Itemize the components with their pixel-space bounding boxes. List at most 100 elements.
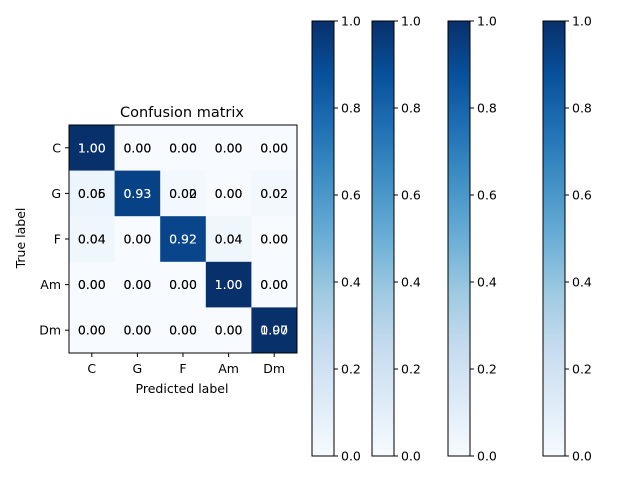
- colorbar-tick-label: 0.6: [401, 188, 421, 203]
- heatmap-cell: [69, 307, 115, 354]
- colorbar-tick-label: 0.8: [401, 101, 421, 116]
- colorbar-tick-label: 0.4: [572, 275, 592, 290]
- colorbar: 0.0 0.2 0.4 0.6 0.8 1.0: [371, 14, 421, 464]
- colorbar-gradient: [447, 20, 471, 457]
- cell-value-label-overlay: 0.00: [215, 323, 243, 338]
- cell-value-label: 0.00: [215, 140, 243, 155]
- cell-value-label-overlay: 0.00: [169, 186, 197, 201]
- heatmap-cell: [205, 170, 252, 217]
- heatmap: 1.00 0.00 0.00 0.00 0.000.05 0.93 0.02 0.00 0.02…: [39, 124, 298, 376]
- cell-value-label-overlay: 1.00: [78, 140, 106, 155]
- colorbar-tick-label: 1.0: [401, 14, 421, 29]
- y-tick-label: Dm: [39, 323, 61, 338]
- colorbar-tick-label: 1.0: [572, 14, 592, 29]
- cell-value-label-overlay: 0.00: [260, 277, 288, 292]
- heatmap-cell: [69, 125, 115, 171]
- cell-value-label: 0.00: [260, 140, 288, 155]
- heatmap-cell: [160, 170, 207, 217]
- cell-value-label: 0.00: [78, 277, 106, 292]
- cell-value-label-overlay: 0.02: [260, 186, 288, 201]
- cell-value-label-overlay: 0.00: [260, 140, 288, 155]
- cell-value-label: 0.00: [169, 140, 197, 155]
- heatmap-cell: [69, 170, 115, 217]
- cell-value-label-overlay: 0.92: [169, 232, 197, 247]
- heatmap-cell: [160, 125, 207, 171]
- colorbar-tick-label: 0.4: [341, 275, 361, 290]
- cell-value-label: 0.04: [78, 232, 106, 247]
- cell-value-label: 0.00: [215, 186, 243, 201]
- cell-value-label: 0.00: [169, 323, 197, 338]
- cell-value-label-overlay: 0.00: [123, 277, 151, 292]
- heatmap-cell: [160, 307, 207, 354]
- colorbar-tick-label: 0.2: [341, 362, 361, 377]
- heatmap-cell: [205, 125, 252, 171]
- colorbar-gradient: [371, 20, 395, 457]
- colorbar: 0.0 0.2 0.4 0.6 0.8 1.0: [311, 14, 361, 464]
- cell-value-label: 0.00: [123, 277, 151, 292]
- colorbar-tick-label: 0.0: [341, 449, 361, 464]
- colorbar-tick-label: 0.4: [477, 275, 497, 290]
- colorbars: 0.00.20.40.60.81.00.00.20.40.60.81.00.00…: [311, 14, 592, 464]
- cell-value-label-overlay: 0.00: [78, 323, 106, 338]
- colorbar-tick-label: 0.0: [572, 449, 592, 464]
- cell-value-label-overlay: 0.00: [123, 232, 151, 247]
- colorbar: 0.0 0.2 0.4 0.6 0.8 1.0: [542, 14, 592, 464]
- x-tick-label: F: [179, 361, 186, 376]
- cell-value-label: 0.00: [78, 323, 106, 338]
- colorbar-tick-label: 0.8: [477, 101, 497, 116]
- y-tick-label: F: [54, 232, 61, 247]
- cell-value-label: 1.00: [78, 140, 106, 155]
- colorbar-tick-label: 0.2: [572, 362, 592, 377]
- colorbar-tick-label: 0.6: [341, 188, 361, 203]
- colorbar-tick-label: 0.6: [477, 188, 497, 203]
- cell-value-label: 1.00: [260, 323, 288, 338]
- chart-title: Confusion matrix: [120, 105, 244, 121]
- cell-value-label: 0.00: [123, 232, 151, 247]
- colorbar-tick-label: 0.0: [477, 449, 497, 464]
- cell-value-label: 0.04: [215, 232, 243, 247]
- heatmap-cell: [114, 261, 161, 308]
- colorbar-tick-label: 0.2: [477, 362, 497, 377]
- cell-value-label-overlay: 0.00: [169, 277, 197, 292]
- colorbar-gradient: [542, 20, 566, 457]
- cell-value-label-overlay: 0.00: [260, 232, 288, 247]
- cell-value-label: 0.93: [123, 186, 151, 201]
- cell-value-label: 0.00: [260, 232, 288, 247]
- colorbar-tick-label: 0.8: [341, 101, 361, 116]
- cell-value-label-overlay: 0.04: [215, 232, 243, 247]
- cell-value-label-overlay: 0.00: [215, 186, 243, 201]
- colorbar-tick-label: 0.2: [401, 362, 421, 377]
- heatmap-cell: [160, 216, 207, 263]
- heatmap-cell: [251, 261, 298, 308]
- colorbar: 0.0 0.2 0.4 0.6 0.8 1.0: [447, 14, 497, 464]
- cell-value-label-overlay: 0.00: [215, 140, 243, 155]
- cell-value-label: 0.00: [260, 277, 288, 292]
- cell-value-label-overlay: 0.04: [78, 232, 106, 247]
- x-tick-label: Am: [218, 361, 239, 376]
- y-tick-label: G: [51, 186, 61, 201]
- colorbar-gradient: [311, 20, 335, 457]
- colorbar-tick-label: 0.6: [572, 188, 592, 203]
- cell-value-label: 0.00: [215, 323, 243, 338]
- heatmap-cell: [160, 261, 207, 308]
- cell-value-label: 0.02: [169, 186, 197, 201]
- cell-value-label-overlay: 0.00: [123, 140, 151, 155]
- heatmap-cell: [205, 307, 252, 354]
- cell-value-label-overlay: 0.97: [260, 323, 288, 338]
- heatmap-cell: [69, 216, 115, 263]
- cell-value-label-overlay: 0.06: [78, 186, 106, 201]
- x-tick-label: G: [133, 361, 143, 376]
- colorbar-tick-label: 0.0: [401, 449, 421, 464]
- cell-value-label: 0.00: [169, 277, 197, 292]
- colorbar-tick-label: 0.8: [572, 101, 592, 116]
- cell-value-label-overlay: 0.00: [78, 277, 106, 292]
- x-tick-label: C: [87, 361, 96, 376]
- heatmap-cell: [251, 125, 298, 171]
- cell-value-label-overlay: 0.93: [123, 186, 151, 201]
- cell-value-label: 1.00: [215, 277, 243, 292]
- colorbar-tick-label: 0.4: [401, 275, 421, 290]
- cell-value-label-overlay: 0.00: [169, 140, 197, 155]
- heatmap-cell: [69, 261, 115, 308]
- x-axis-label: Predicted label: [136, 381, 229, 396]
